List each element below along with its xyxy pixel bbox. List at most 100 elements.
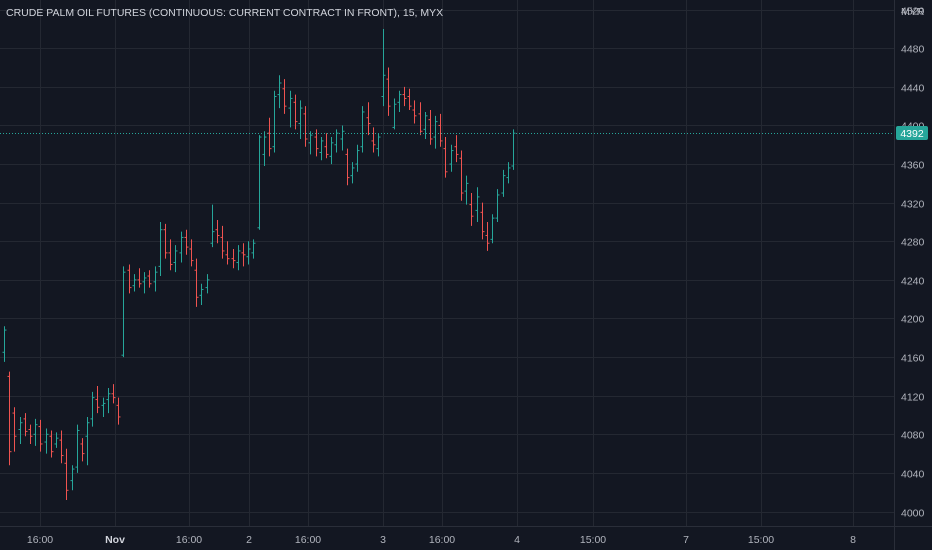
ohlc-bar — [303, 106, 308, 147]
ohlc-bar — [18, 416, 23, 444]
y-tick-label: 4040 — [901, 469, 925, 481]
time-axis[interactable]: 16:00 Nov 16:00 2 16:00 3 16:00 4 15:00 7 15:00 8 — [27, 534, 856, 546]
ohlc-bar — [480, 202, 485, 240]
ohlc-bar — [288, 90, 293, 128]
grid — [0, 0, 894, 526]
ohlc-bar — [464, 175, 469, 205]
ohlc-bar — [23, 413, 28, 437]
ohlc-bar — [7, 371, 12, 466]
ohlc-bar — [90, 391, 95, 427]
ohlc-bar — [360, 106, 365, 153]
ohlc-bar — [33, 418, 38, 446]
ohlc-bar — [38, 419, 43, 452]
x-tick-label: 15:00 — [580, 534, 606, 546]
ohlc-bar — [397, 90, 402, 112]
ohlc-bar — [376, 133, 381, 157]
ohlc-bar — [418, 102, 423, 136]
ohlc-bar — [168, 239, 173, 271]
ohlc-bar — [106, 387, 111, 414]
ohlc-bar — [199, 283, 204, 305]
ohlc-bar — [179, 231, 184, 263]
ohlc-bar — [469, 193, 474, 226]
y-tick-label: 4080 — [901, 430, 925, 442]
ohlc-bar — [231, 249, 236, 269]
x-tick-label: 7 — [683, 534, 689, 546]
ohlc-bar — [59, 430, 64, 464]
ohlc-bar — [277, 75, 282, 109]
ohlc-bar — [485, 221, 490, 251]
ohlc-bar — [314, 129, 319, 157]
ohlc-bar — [147, 270, 152, 288]
ohlc-bar — [241, 243, 246, 267]
chart-title: CRUDE PALM OIL FUTURES (CONTINUOUS: CURR… — [6, 7, 443, 19]
ohlc-bar — [64, 448, 69, 500]
ohlc-bar — [298, 100, 303, 139]
ohlc-bar — [407, 88, 412, 111]
x-tick-label: 8 — [850, 534, 856, 546]
ohlc-bar — [205, 274, 210, 294]
y-tick-label: 4240 — [901, 276, 925, 288]
ohlc-bar — [340, 125, 345, 151]
y-tick-label: 4160 — [901, 353, 925, 365]
ohlc-bar — [371, 127, 376, 153]
ohlc-bar — [121, 266, 126, 358]
last-price-badge-bg — [896, 126, 928, 140]
ohlc-bar — [433, 115, 438, 149]
ohlc-bar — [355, 144, 360, 172]
ohlc-bar — [75, 424, 80, 473]
ohlc-bar — [402, 86, 407, 107]
ohlc-bar — [454, 135, 459, 163]
ohlc-bar — [184, 229, 189, 255]
ohlc-bar — [2, 326, 7, 362]
ohlc-bar — [215, 220, 220, 244]
ohlc-bar — [49, 430, 54, 458]
x-tick-label: 16:00 — [176, 534, 202, 546]
last-price-badge: 4392 — [896, 126, 928, 140]
ohlc-bar — [428, 110, 433, 145]
ohlc-bar — [194, 258, 199, 307]
ohlc-bar — [220, 225, 225, 259]
ohlc-bar — [392, 98, 397, 130]
ohlc-bar — [142, 272, 147, 294]
ohlc-bar — [44, 428, 49, 454]
y-tick-label: 4320 — [901, 199, 925, 211]
ohlc-bar — [345, 148, 350, 186]
y-tick-label: 4440 — [901, 83, 925, 95]
ohlc-bar — [251, 239, 256, 259]
price-axis[interactable]: 4000 4040 4080 4120 4160 4200 4240 4280 4320 4360… — [901, 6, 925, 520]
y-tick-label: 4360 — [901, 160, 925, 172]
ohlc-bar — [262, 131, 267, 167]
ohlc-bar — [366, 102, 371, 136]
ohlc-bar — [127, 264, 132, 294]
ohlc-bar — [236, 245, 241, 271]
ohlc-bar — [54, 432, 59, 448]
ohlc-bar — [12, 407, 17, 452]
x-tick-label: 16:00 — [429, 534, 455, 546]
x-tick-label: Nov — [105, 534, 125, 546]
ohlc-bar — [153, 266, 158, 292]
ohlc-bar — [506, 162, 511, 184]
y-tick-label: 4000 — [901, 508, 925, 520]
y-tick-label: 4200 — [901, 314, 925, 326]
x-tick-label: 16:00 — [295, 534, 321, 546]
ohlc-bar — [495, 189, 500, 222]
ohlc-bar — [80, 438, 85, 462]
ohlc-bar — [501, 169, 506, 197]
ohlc-bar — [189, 239, 194, 267]
ohlc-bar — [272, 90, 277, 153]
ohlc-bar — [324, 133, 329, 159]
ohlc-bar — [319, 137, 324, 161]
ohlc-bar — [111, 384, 116, 404]
ohlc-bar — [210, 204, 215, 248]
last-price-label: 4392 — [900, 128, 924, 140]
ohlc-bar — [158, 221, 163, 277]
ohlc-bar — [70, 465, 75, 491]
x-tick-label: 16:00 — [27, 534, 53, 546]
ohlc-bar — [490, 214, 495, 244]
x-tick-label: 4 — [514, 534, 520, 546]
y-tick-label: 4520 — [901, 6, 925, 18]
ohlc-bar — [163, 223, 168, 259]
y-tick-label: 4280 — [901, 237, 925, 249]
